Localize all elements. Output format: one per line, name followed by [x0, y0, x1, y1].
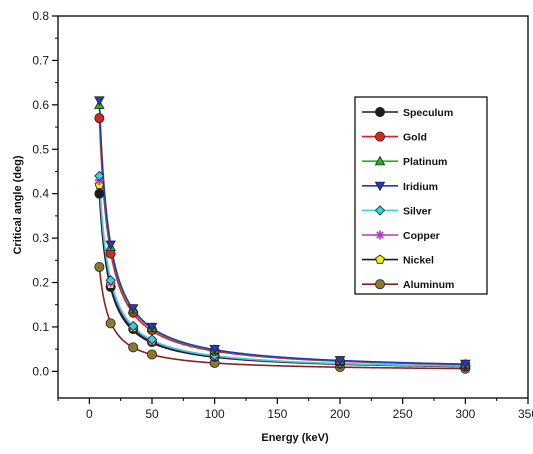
legend-marker-speculum: [374, 107, 385, 118]
x-axis-title: Energy (keV): [261, 432, 329, 444]
legend-marker-platinum: [374, 155, 386, 166]
legend-label-copper: Copper: [403, 230, 440, 242]
data-point-iridium: [146, 322, 158, 333]
legend-marker-gold: [374, 131, 385, 142]
y-axis-title: Critical angle (deg): [12, 155, 24, 254]
legend-label-platinum: Platinum: [403, 156, 447, 168]
legend-label-iridium: Iridium: [403, 181, 438, 193]
x-tick-label: 300: [455, 407, 475, 421]
data-point-iridium: [460, 359, 471, 370]
fitted-curves: [98, 100, 466, 370]
data-point-aluminum: [128, 342, 139, 353]
y-tick-label: 0.1: [32, 320, 49, 334]
legend: Speculum Gold Platinum Iridium Silver Copper N…: [354, 96, 488, 295]
series-curve-iridium: [98, 100, 466, 365]
y-tick-label: 0.7: [32, 53, 49, 67]
data-point-aluminum: [94, 261, 105, 272]
x-tick-label: 0: [86, 407, 93, 421]
y-tick-label: 0.8: [32, 9, 49, 23]
data-point-iridium: [105, 240, 116, 251]
data-point-speculum: [94, 188, 105, 199]
plot-area: 0 50 100 150 200 250 300 350 0.0 0.1 0.2 0.3 0.4 0.5…: [32, 9, 533, 421]
legend-label-silver: Silver: [403, 205, 432, 217]
series-curve-aluminum: [98, 266, 466, 370]
series-curve-silver: [98, 175, 466, 367]
plot-frame: [57, 15, 529, 399]
legend-marker-iridium: [374, 181, 386, 192]
data-point-silver: [105, 275, 116, 286]
legend-marker-nickel: [375, 254, 385, 264]
x-tick-label: 200: [330, 407, 350, 421]
legend-marker-copper: [375, 230, 385, 240]
data-markers: [94, 96, 471, 374]
data-point-iridium: [334, 356, 346, 366]
data-point-silver: [94, 170, 105, 182]
x-tick-label: 50: [145, 407, 159, 421]
data-point-aluminum: [146, 349, 157, 360]
legend-box: [354, 96, 488, 295]
legend-label-speculum: Speculum: [403, 107, 453, 119]
y-tick-label: 0.0: [32, 364, 49, 378]
x-tick-label: 100: [205, 407, 225, 421]
legend-label-aluminum: Aluminum: [403, 279, 454, 291]
data-point-iridium: [127, 304, 139, 314]
data-point-silver: [128, 320, 139, 332]
x-tick-label: 150: [267, 407, 287, 421]
data-point-gold: [94, 113, 105, 124]
legend-label-nickel: Nickel: [403, 255, 434, 267]
y-tick-label: 0.4: [32, 187, 49, 201]
data-point-aluminum: [105, 318, 116, 329]
y-tick-label: 0.6: [32, 98, 49, 112]
y-tick-label: 0.5: [32, 142, 49, 156]
y-tick-label: 0.2: [32, 276, 49, 290]
legend-marker-silver: [374, 205, 386, 216]
y-tick-label: 0.3: [32, 231, 49, 245]
y-axis: 0.0 0.1 0.2 0.3 0.4 0.5 0.6 0.7 0.8: [32, 9, 58, 378]
data-point-silver: [146, 334, 158, 345]
legend-marker-aluminum: [374, 279, 385, 290]
data-point-iridium: [209, 345, 220, 355]
x-tick-label: 250: [393, 407, 413, 421]
data-point-iridium: [94, 96, 105, 106]
x-axis: 0 50 100 150 200 250 300 350: [57, 398, 533, 421]
x-tick-label: 350: [518, 407, 533, 421]
legend-label-gold: Gold: [403, 132, 427, 144]
